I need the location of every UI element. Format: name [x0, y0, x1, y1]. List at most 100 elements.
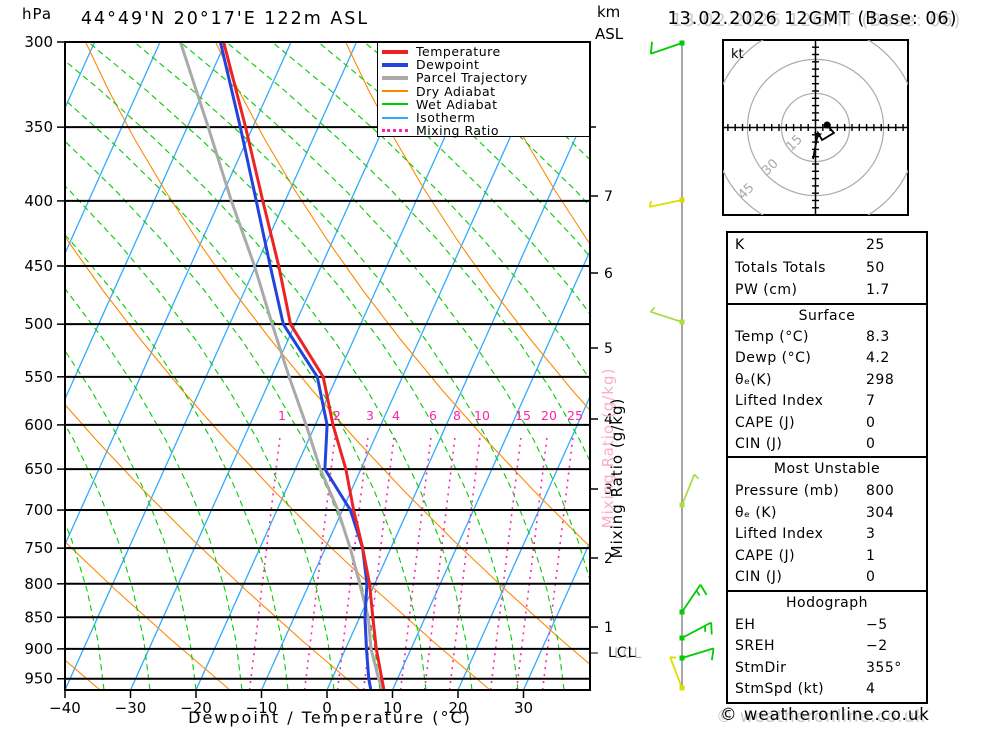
table-title: Hodograph	[785, 594, 869, 611]
most-unstable-table: Most Unstable Pressure (mb) 800 θₑ (K) 304 Li…	[726, 456, 928, 592]
temperature-curve	[222, 42, 386, 690]
km-tick-label: 4	[604, 412, 613, 428]
km-tick-label: 2	[604, 551, 613, 567]
legend-label: Mixing Ratio	[416, 123, 500, 139]
table-row-value: 1.7	[866, 282, 890, 298]
km-tick-label: 7	[604, 189, 613, 205]
legend-label: Dry Adiabat	[416, 83, 496, 99]
table-title: Most Unstable	[773, 461, 881, 478]
table-row: Temp (°C) 8.3	[735, 327, 926, 348]
table-row: Pressure (mb) 800	[735, 481, 926, 503]
temperature-tick-label: −10	[246, 699, 278, 717]
legend-item: Mixing Ratio	[382, 123, 589, 139]
sounding-curves	[178, 42, 386, 690]
pressure-tick-label: 750	[24, 539, 53, 557]
surface-table: Surface Temp (°C) 8.3 Dewp (°C) 4.2 θₑ(K) 298 L…	[726, 302, 928, 459]
dewpoint-curve	[218, 42, 373, 690]
hodograph-table: Hodograph EH −5 SREH −2 StmDir 355° StmSpd (kt)…	[726, 589, 928, 704]
mixing-ratio-label: 25	[567, 408, 583, 423]
mixing-ratio-label: 20	[541, 408, 557, 423]
km-tick-label: 6	[604, 266, 613, 282]
table-row-value: 4.2	[866, 350, 890, 367]
table-row-label: EH	[735, 616, 756, 633]
temperature-axis: −40 −30 −20 −10 0 10 20 30	[49, 690, 533, 717]
mixing-ratio-label: 6	[429, 408, 437, 423]
table-row: CIN (J) 0	[735, 434, 926, 455]
table-row-value: 3	[866, 526, 876, 543]
table-row-label: CIN (J)	[735, 569, 783, 586]
legend-label: Parcel Trajectory	[416, 70, 528, 86]
table-row: Lifted Index 3	[735, 524, 926, 546]
temperature-tick-label: −20	[180, 699, 212, 717]
hodograph-unit-label: kt	[731, 47, 744, 62]
mixing-ratio-label: 4	[392, 408, 400, 423]
km-axis-unit: km	[597, 3, 621, 21]
plot-border	[64, 41, 591, 691]
pressure-tick-label: 950	[24, 670, 53, 688]
wind-barb	[679, 621, 713, 641]
mixing-ratio-label: 10	[474, 408, 490, 423]
wind-barb	[679, 584, 708, 615]
legend-item: Temperature	[382, 44, 589, 59]
table-row-value: 800	[866, 482, 895, 499]
km-tick-label: 1	[604, 620, 613, 636]
legend-label: Isotherm	[416, 110, 476, 126]
legend-item: Dry Adiabat	[382, 83, 589, 99]
km-tick-label: 5	[604, 341, 613, 357]
table-row-value: 304	[866, 504, 895, 521]
legend-item: Parcel Trajectory	[382, 70, 589, 86]
table-row-value: 0	[866, 569, 876, 586]
table-row: StmSpd (kt) 4	[735, 679, 926, 701]
run-datetime-title: 13.02.2026 12GMT (Base: 06)	[667, 9, 958, 29]
mixing-ratio-label: 8	[453, 408, 461, 423]
table-row-label: CAPE (J)	[735, 547, 796, 564]
lcl-marker-label: LCL	[608, 645, 637, 661]
legend-swatch-thick	[382, 62, 408, 67]
table-row: CAPE (J) 1	[735, 546, 926, 568]
table-row-value: 4	[866, 681, 876, 698]
table-row-value: 8.3	[866, 328, 890, 345]
wind-barb	[649, 306, 685, 325]
wind-barb	[648, 197, 685, 208]
wind-barb	[679, 647, 715, 661]
table-row: Totals Totals 50	[735, 257, 926, 280]
legend-label: Wet Adiabat	[416, 96, 498, 112]
pressure-tick-label: 400	[24, 192, 53, 210]
table-row-value: 0	[866, 435, 876, 452]
table-row: CAPE (J) 0	[735, 413, 926, 434]
legend-item: Wet Adiabat	[382, 96, 589, 112]
table-row-label: θₑ (K)	[735, 504, 777, 521]
table-row-label: Lifted Index	[735, 526, 824, 543]
table-row: K 25	[735, 234, 926, 257]
svg-text:Mixing Ratio (g/kg): Mixing Ratio (g/kg)	[599, 368, 617, 529]
temperature-axis-title: Dewpoint / Temperature (°C)	[188, 708, 472, 727]
table-row: θₑ (K) 304	[735, 503, 926, 525]
temperature-tick-label: 0	[322, 699, 332, 717]
indices-panel: K 25 Totals Totals 50 PW (cm) 1.7 Surface Temp…	[726, 231, 928, 704]
pressure-tick-label: 700	[24, 501, 53, 519]
mixing-ratio-lines	[248, 437, 574, 690]
table-row-value: −5	[866, 616, 888, 633]
table-row-label: K	[735, 237, 745, 253]
table-row: PW (cm) 1.7	[735, 279, 926, 302]
table-row-value: 355°	[866, 659, 902, 676]
table-title: Surface	[798, 307, 856, 324]
parcel-trajectory-curve	[178, 42, 384, 690]
mixing-ratio-labels: 1 2 3 4 6 8 10 15 20 25	[278, 408, 583, 423]
table-row: StmDir 355°	[735, 658, 926, 680]
table-row-label: SREH	[735, 638, 775, 655]
table-row: Dewp (°C) 4.2	[735, 348, 926, 369]
table-row-label: StmDir	[735, 659, 787, 676]
table-row-label: StmSpd (kt)	[735, 681, 825, 698]
table-row: EH −5	[735, 615, 926, 637]
table-row-value: 50	[866, 259, 885, 276]
wind-barb	[649, 40, 685, 55]
pressure-tick-label: 500	[24, 315, 53, 333]
legend-item: Isotherm	[382, 110, 589, 126]
pressure-tick-label: 800	[24, 575, 53, 593]
mixing-ratio-axis-label: Mixing Ratio (g/kg)Mixing Ratio (g/kg)	[599, 368, 626, 559]
hodograph-trace	[812, 124, 836, 160]
legend-box: Temperature Dewpoint Parcel Trajectory Dry …	[377, 42, 590, 139]
pressure-tick-label: 650	[24, 460, 53, 478]
table-row-value: 1	[866, 547, 876, 564]
